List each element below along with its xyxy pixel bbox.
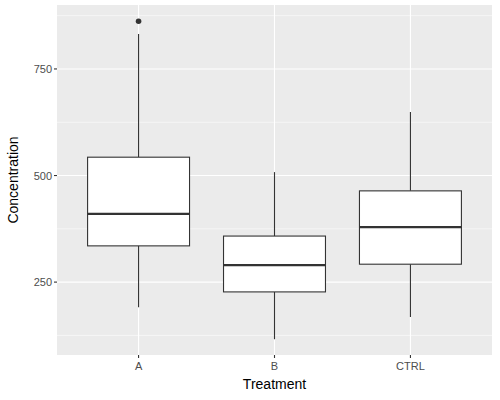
boxplot bbox=[224, 172, 326, 339]
y-tick-label: 750 bbox=[34, 63, 52, 75]
y-tick bbox=[54, 175, 57, 176]
box bbox=[88, 157, 190, 246]
boxes bbox=[88, 18, 462, 339]
lower-whisker bbox=[138, 246, 139, 307]
x-tick bbox=[274, 355, 275, 358]
x-grid-line bbox=[274, 5, 275, 355]
lower-whisker bbox=[274, 292, 275, 339]
panel-background bbox=[57, 5, 492, 355]
x-grid-line bbox=[410, 5, 411, 355]
x-tick-label: A bbox=[135, 360, 143, 372]
box bbox=[224, 236, 326, 292]
median-line bbox=[359, 226, 461, 228]
chart-svg: 250 500 750 A B CTRL Treatment Concentration bbox=[0, 0, 500, 400]
box bbox=[359, 191, 461, 264]
y-tick-label: 500 bbox=[34, 170, 52, 182]
upper-whisker bbox=[138, 34, 139, 157]
boxplot bbox=[359, 112, 461, 317]
x-tick bbox=[138, 355, 139, 358]
lower-whisker bbox=[410, 264, 411, 317]
x-axis-title: Treatment bbox=[243, 376, 306, 392]
grid bbox=[57, 5, 492, 355]
chart-container: 250 500 750 A B CTRL Treatment Concentration bbox=[0, 0, 500, 400]
median-line bbox=[224, 264, 326, 266]
upper-whisker bbox=[274, 172, 275, 236]
outlier bbox=[136, 18, 142, 24]
upper-whisker bbox=[410, 112, 411, 191]
x-tick-label: B bbox=[271, 360, 278, 372]
y-tick-label: 250 bbox=[34, 276, 52, 288]
y-tick bbox=[54, 68, 57, 69]
y-axis-title: Concentration bbox=[5, 136, 21, 223]
x-tick bbox=[410, 355, 411, 358]
y-tick bbox=[54, 282, 57, 283]
x-tick-label: CTRL bbox=[396, 360, 425, 372]
boxplot bbox=[88, 18, 190, 307]
median-line bbox=[88, 213, 190, 215]
